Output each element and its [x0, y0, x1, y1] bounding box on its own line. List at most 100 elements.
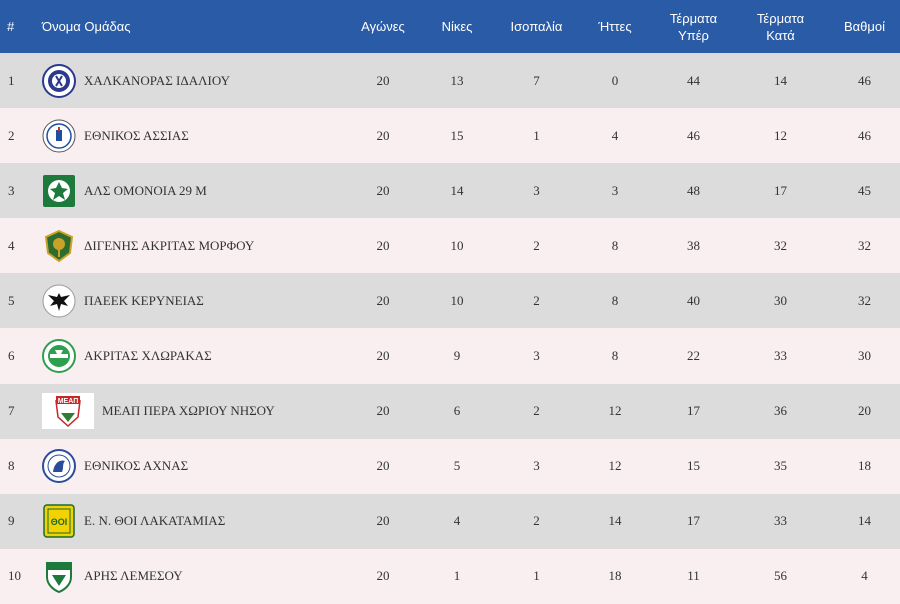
team-name[interactable]: ΑΚΡΙΤΑΣ ΧΛΩΡΑΚΑΣ	[84, 348, 212, 364]
row-position: 7	[8, 403, 15, 419]
paeek-eagle-crest-icon	[42, 284, 76, 318]
row-team[interactable]: ΠΑΕΕΚ ΚΕΡΥΝΕΙΑΣ	[38, 273, 350, 328]
header-team-name[interactable]: Όνομα Ομάδας	[42, 19, 131, 34]
row-goals-against: 14	[774, 72, 787, 88]
row-wins: 1	[453, 568, 461, 584]
row-losses: 8	[611, 237, 619, 253]
row-team[interactable]: ΑΡΗΣ ΛΕΜΕΣΟΥ	[38, 549, 350, 604]
row-draws: 2	[533, 292, 540, 308]
row-draws: 2	[533, 237, 540, 253]
team-name[interactable]: ΠΑΕΕΚ ΚΕΡΥΝΕΙΑΣ	[84, 292, 204, 308]
table-header-row: # Όνομα Ομάδας Αγώνες Νίκες Ισοπαλία Ήττ…	[0, 0, 900, 53]
team-name[interactable]: ΔΙΓΕΝΗΣ ΑΚΡΙΤΑΣ ΜΟΡΦΟΥ	[84, 237, 255, 253]
row-points: 46	[858, 72, 871, 88]
row-draws: 2	[533, 513, 540, 529]
row-draws: 3	[533, 182, 540, 198]
row-goals-against: 56	[774, 568, 787, 584]
row-points: 45	[858, 182, 871, 198]
row-team[interactable]: ΔΙΓΕΝΗΣ ΑΚΡΙΤΑΣ ΜΟΡΦΟΥ	[38, 218, 350, 273]
row-draws: 2	[533, 403, 540, 419]
header-goals-against[interactable]: Τέρματα Κατά	[732, 0, 829, 53]
header-goals-for[interactable]: Τέρματα Υπέρ	[655, 0, 732, 53]
table-row[interactable]: 7 ΜΕΑΠ ΜΕΑΠ ΠΕΡΑ ΧΩΡΙΟΥ ΝΗΣΟΥ 20 6 2 12 …	[0, 383, 900, 439]
row-draws: 3	[533, 458, 540, 474]
row-played: 20	[376, 513, 390, 529]
table-row[interactable]: 1 ΧΑΛΚΑΝΟΡΑΣ ΙΔΑΛΙΟΥ 20 13 7 0 44 14 46	[0, 53, 900, 109]
team-name[interactable]: ΜΕΑΠ ΠΕΡΑ ΧΩΡΙΟΥ ΝΗΣΟΥ	[102, 403, 275, 419]
ethnikos-achnas-crest-icon	[42, 449, 76, 484]
row-goals-against: 33	[774, 513, 787, 529]
row-wins: 5	[453, 458, 461, 474]
row-team[interactable]: ΘΟΙ Ε. Ν. ΘΟΙ ΛΑΚΑΤΑΜΙΑΣ	[38, 494, 350, 549]
table-row[interactable]: 6 ΑΚΡΙΤΑΣ ΧΛΩΡΑΚΑΣ 20 9 3 8 22 33 30	[0, 328, 900, 384]
row-points: 18	[858, 458, 871, 474]
row-goals-for: 11	[687, 568, 700, 584]
thoi-logo-text: ΘΟΙ	[51, 517, 68, 527]
ethnikos-assias-crest-icon	[42, 119, 76, 153]
table-row[interactable]: 3 ΑΛΣ ΟΜΟΝΟΙΑ 29 Μ 20 14 3 3 48 17 45	[0, 163, 900, 219]
row-position: 5	[8, 292, 15, 308]
table-row[interactable]: 2 ΕΘΝΙΚΟΣ ΑΣΣΙΑΣ 20 15 1 4 46 12 46	[0, 108, 900, 164]
team-name[interactable]: ΑΡΗΣ ΛΕΜΕΣΟΥ	[84, 568, 183, 584]
row-wins: 9	[453, 348, 461, 364]
row-team[interactable]: ΧΑΛΚΑΝΟΡΑΣ ΙΔΑΛΙΟΥ	[38, 53, 350, 108]
row-goals-against: 32	[774, 237, 787, 253]
row-wins: 6	[453, 403, 461, 419]
meap-logo-text: ΜΕΑΠ	[58, 398, 79, 405]
table-row[interactable]: 5 ΠΑΕΕΚ ΚΕΡΥΝΕΙΑΣ 20 10 2 8 40 30 32	[0, 273, 900, 329]
header-goals-for-line1: Τέρματα	[669, 10, 718, 26]
team-name[interactable]: Ε. Ν. ΘΟΙ ΛΑΚΑΤΑΜΙΑΣ	[84, 513, 226, 529]
row-losses: 14	[608, 513, 622, 529]
akritas-chlorakas-crest-icon	[42, 339, 76, 374]
team-name[interactable]: ΑΛΣ ΟΜΟΝΟΙΑ 29 Μ	[84, 182, 207, 198]
row-played: 20	[376, 182, 390, 198]
row-goals-against: 17	[774, 182, 787, 198]
row-points: 20	[858, 403, 871, 419]
row-draws: 1	[533, 568, 540, 584]
row-team[interactable]: ΕΘΝΙΚΟΣ ΑΣΣΙΑΣ	[38, 108, 350, 163]
row-wins: 14	[450, 182, 464, 198]
row-played: 20	[376, 127, 390, 143]
header-points[interactable]: Βαθμοί	[843, 19, 886, 34]
row-played: 20	[376, 292, 390, 308]
row-position: 1	[8, 72, 15, 88]
row-losses: 12	[608, 458, 622, 474]
row-team[interactable]: ΑΚΡΙΤΑΣ ΧΛΩΡΑΚΑΣ	[38, 328, 350, 383]
row-goals-for: 38	[687, 237, 700, 253]
header-position[interactable]: #	[7, 19, 15, 34]
team-name[interactable]: ΕΘΝΙΚΟΣ ΑΧΝΑΣ	[84, 458, 189, 474]
row-position: 10	[8, 568, 21, 584]
row-draws: 3	[533, 348, 540, 364]
digenis-morfou-crest-icon	[42, 229, 76, 263]
row-goals-for: 22	[687, 348, 700, 364]
row-team[interactable]: ΕΘΝΙΚΟΣ ΑΧΝΑΣ	[38, 439, 350, 494]
header-wins[interactable]: Νίκες	[441, 19, 473, 34]
row-goals-for: 40	[687, 292, 700, 308]
header-draws[interactable]: Ισοπαλία	[510, 19, 563, 34]
row-goals-for: 44	[687, 72, 700, 88]
header-losses[interactable]: Ήττες	[598, 19, 632, 34]
row-wins: 10	[450, 292, 464, 308]
row-goals-for: 17	[687, 513, 700, 529]
team-name[interactable]: ΕΘΝΙΚΟΣ ΑΣΣΙΑΣ	[84, 127, 189, 143]
row-losses: 8	[611, 292, 619, 308]
row-draws: 1	[533, 127, 540, 143]
row-wins: 15	[450, 127, 464, 143]
row-position: 8	[8, 458, 15, 474]
header-played[interactable]: Αγώνες	[361, 19, 405, 34]
row-losses: 3	[611, 182, 619, 198]
row-losses: 12	[608, 403, 622, 419]
row-wins: 10	[450, 237, 464, 253]
row-team[interactable]: ΑΛΣ ΟΜΟΝΟΙΑ 29 Μ	[38, 163, 350, 218]
row-team[interactable]: ΜΕΑΠ ΜΕΑΠ ΠΕΡΑ ΧΩΡΙΟΥ ΝΗΣΟΥ	[38, 384, 350, 439]
row-position: 9	[8, 513, 15, 529]
table-row[interactable]: 4 ΔΙΓΕΝΗΣ ΑΚΡΙΤΑΣ ΜΟΡΦΟΥ 20 10 2 8 38 32…	[0, 218, 900, 274]
table-row[interactable]: 8 ΕΘΝΙΚΟΣ ΑΧΝΑΣ 20 5 3 12 15 35 18	[0, 438, 900, 494]
table-row[interactable]: 9 ΘΟΙ Ε. Ν. ΘΟΙ ΛΑΚΑΤΑΜΙΑΣ 20 4 2 14 17 …	[0, 493, 900, 549]
row-goals-for: 15	[687, 458, 700, 474]
row-goals-against: 35	[774, 458, 787, 474]
row-position: 2	[8, 127, 15, 143]
row-played: 20	[376, 237, 390, 253]
table-row[interactable]: 10 ΑΡΗΣ ΛΕΜΕΣΟΥ 20 1 1 18 11 56 4	[0, 548, 900, 604]
team-name[interactable]: ΧΑΛΚΑΝΟΡΑΣ ΙΔΑΛΙΟΥ	[84, 72, 230, 88]
